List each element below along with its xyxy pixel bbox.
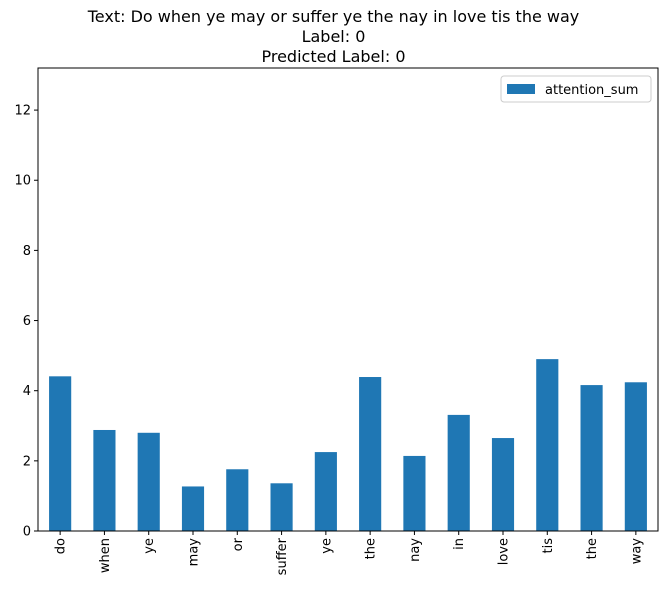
x-tick-label: in — [452, 538, 467, 550]
y-tick-label: 8 — [23, 244, 31, 259]
chart-title-text: Text: Do when ye may or suffer ye the na… — [87, 7, 580, 26]
x-tick-label: the — [364, 538, 379, 559]
bars-group — [49, 359, 647, 531]
y-tick-label: 6 — [23, 314, 31, 329]
x-tick-label: the — [585, 538, 600, 559]
x-tick-label: love — [497, 538, 512, 565]
y-tick-label: 0 — [23, 525, 31, 540]
x-tick-label: when — [98, 538, 113, 573]
bar-suffer-5 — [270, 483, 293, 531]
bar-nay-8 — [403, 455, 426, 531]
y-tick-label: 10 — [14, 174, 31, 189]
x-tick-label: do — [54, 538, 69, 554]
plot-frame — [37, 67, 659, 532]
chart-title-label: Label: 0 — [301, 27, 366, 46]
bar-the-7 — [359, 377, 382, 531]
bar-tis-11 — [536, 359, 559, 531]
x-axis: do when ye may or suffer ye the nay in love tis the w… — [54, 531, 644, 575]
bar-do-0 — [49, 376, 72, 531]
bar-may-3 — [181, 486, 205, 531]
bar-when-1 — [93, 429, 116, 531]
x-tick-label: suffer — [275, 537, 290, 575]
y-axis: 0 2 4 6 8 10 12 — [14, 104, 38, 540]
chart-title: Text: Do when ye may or suffer ye the na… — [0, 7, 667, 67]
x-tick-label: way — [629, 538, 644, 565]
bar-or-4 — [226, 469, 249, 531]
legend-box — [500, 75, 652, 103]
bar-ye-2 — [137, 432, 160, 531]
bar-way-13 — [624, 382, 647, 531]
y-tick-label: 4 — [23, 384, 31, 399]
bar-in-9 — [447, 414, 470, 531]
x-tick-label: ye — [319, 538, 334, 554]
bar-love-10 — [491, 438, 515, 531]
y-tick-label: 2 — [23, 454, 31, 469]
bar-the-12 — [580, 385, 603, 531]
x-tick-label: may — [187, 538, 202, 567]
bar-ye-6 — [314, 452, 337, 531]
x-tick-label: tis — [541, 538, 556, 554]
x-tick-label: ye — [142, 538, 157, 554]
legend: attention_sum — [500, 75, 652, 103]
x-tick-label: or — [231, 537, 246, 551]
x-tick-label: nay — [408, 538, 423, 562]
legend-label: attention_sum — [545, 83, 638, 98]
y-tick-label: 12 — [14, 104, 31, 119]
chart-title-predicted-label: Predicted Label: 0 — [261, 47, 406, 66]
legend-swatch — [507, 84, 535, 94]
